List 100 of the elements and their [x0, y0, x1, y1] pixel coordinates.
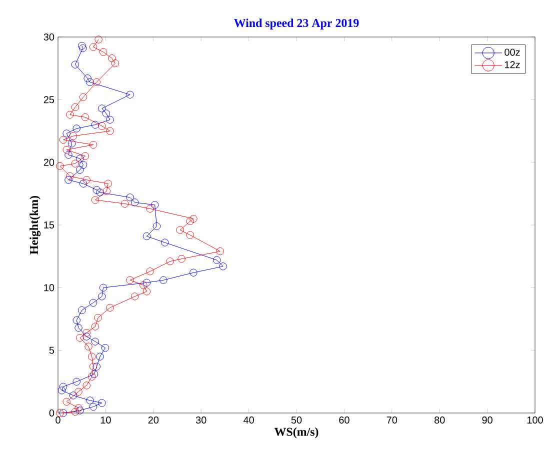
point [62, 398, 70, 406]
point [89, 402, 98, 411]
point [81, 152, 90, 160]
point [62, 130, 70, 138]
point [66, 172, 74, 180]
y-axis-title: Height(km) [30, 196, 41, 254]
point [130, 198, 139, 206]
point [161, 238, 169, 246]
legend-label: 00z [504, 48, 520, 56]
point [64, 150, 72, 159]
point [146, 268, 154, 276]
x-tick-label: 50 [291, 416, 302, 424]
point [82, 176, 90, 184]
point [152, 222, 161, 230]
x-tick-label: 80 [434, 416, 445, 424]
point [91, 120, 100, 129]
point [102, 110, 110, 118]
point [98, 292, 106, 300]
point [186, 231, 194, 239]
point [142, 232, 151, 240]
x-tick-label: 20 [148, 416, 159, 424]
point [82, 328, 90, 337]
point [91, 322, 100, 330]
point [76, 166, 84, 174]
point [76, 334, 84, 342]
point [58, 386, 66, 394]
y-tick-label: 0 [49, 409, 54, 417]
point [142, 288, 151, 296]
x-tick-label: 30 [196, 416, 206, 424]
point [89, 140, 98, 149]
y-tick-label: 5 [49, 346, 54, 354]
point [82, 332, 90, 340]
point [89, 298, 98, 307]
point [150, 201, 159, 209]
point [98, 399, 106, 407]
y-tick-label: 25 [44, 96, 54, 104]
point [79, 180, 88, 188]
point [71, 160, 80, 168]
point [98, 122, 106, 130]
point [120, 200, 129, 208]
point [89, 362, 98, 370]
point [92, 78, 100, 86]
point [76, 154, 84, 162]
point [178, 255, 186, 263]
chart-title: Wind speed 23 Apr 2019 [234, 18, 359, 30]
x-tick-label: 70 [386, 416, 398, 424]
point [82, 382, 90, 390]
point [74, 388, 82, 396]
point [79, 93, 88, 101]
point [81, 113, 90, 122]
point [71, 60, 80, 68]
y-tick-label: 30 [44, 33, 54, 41]
x-tick-label: 90 [482, 416, 492, 424]
point [111, 59, 120, 68]
point [56, 162, 64, 170]
point [126, 194, 134, 202]
point [71, 408, 80, 416]
point [88, 372, 96, 380]
point [79, 161, 88, 169]
point [91, 338, 100, 346]
point [190, 214, 198, 223]
point [78, 306, 86, 314]
point [72, 378, 80, 386]
point [69, 392, 78, 400]
point [88, 352, 96, 360]
point [90, 370, 98, 378]
point [130, 292, 139, 300]
point [106, 116, 114, 124]
point [89, 43, 98, 51]
point [62, 146, 70, 154]
point [126, 276, 134, 284]
point [104, 180, 112, 188]
point [213, 256, 221, 264]
point [59, 409, 68, 417]
x-tick-label: 10 [100, 416, 111, 424]
point [98, 104, 106, 112]
point [66, 110, 74, 119]
x-tick-label: 100 [527, 416, 543, 424]
point [92, 186, 100, 194]
point [74, 324, 82, 332]
point [71, 103, 80, 112]
point [74, 404, 82, 412]
legend-label: 12z [504, 61, 520, 68]
point [84, 342, 92, 350]
x-tick-label: 40 [243, 416, 254, 424]
point [96, 188, 104, 196]
point [186, 217, 194, 226]
y-tick-label: 15 [44, 222, 54, 228]
point [64, 176, 72, 184]
point [216, 247, 224, 256]
point [101, 344, 110, 352]
y-tick-label: 20 [44, 158, 54, 166]
x-axis-title: WS(m/s) [274, 427, 318, 438]
point [92, 362, 100, 370]
point [94, 36, 102, 44]
point [94, 314, 102, 322]
point [59, 382, 68, 391]
point [146, 204, 154, 213]
point [106, 127, 114, 135]
point [69, 132, 78, 140]
